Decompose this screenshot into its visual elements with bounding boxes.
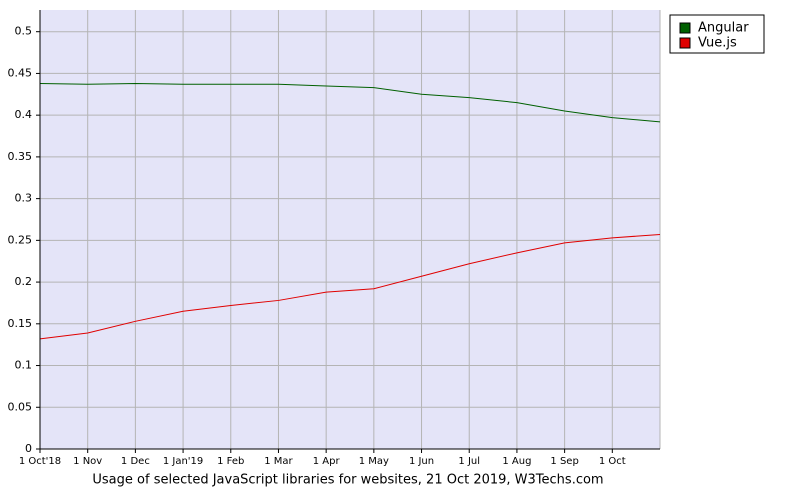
y-tick-label: 0.2 <box>15 275 33 288</box>
x-tick-label: 1 Mar <box>264 456 293 467</box>
y-tick-label: 0.15 <box>8 317 33 330</box>
legend-label: Angular <box>698 21 749 36</box>
x-tick-label: 1 Jul <box>458 456 480 467</box>
marks <box>39 82 661 340</box>
x-tick-label: 1 May <box>359 456 389 467</box>
x-tick-label: 1 Feb <box>217 456 244 467</box>
x-tick-label: 1 Apr <box>313 456 341 467</box>
y-tick-label: 0.5 <box>15 25 33 38</box>
y-tick-label: 0.05 <box>8 400 33 413</box>
x-tick-label: 1 Jun <box>409 456 434 467</box>
x-tick-label: 1 Sep <box>550 456 578 467</box>
y-tick-label: 0.3 <box>15 192 33 205</box>
legend-label: Vue.js <box>698 36 737 51</box>
x-tick-label: 1 Oct <box>599 456 626 467</box>
plot-area <box>40 10 660 449</box>
y-tick-label: 0 <box>25 442 32 455</box>
x-tick-label: 1 Jan'19 <box>163 456 203 467</box>
legend-swatch <box>679 37 691 49</box>
x-tick-label: 1 Oct'18 <box>19 456 61 467</box>
y-tick-label: 0.35 <box>8 150 33 163</box>
y-tick-label: 0.1 <box>15 359 33 372</box>
chart-caption: Usage of selected JavaScript libraries f… <box>92 473 603 488</box>
y-tick-label: 0.4 <box>15 108 33 121</box>
legend-swatch <box>679 22 691 34</box>
line-series <box>39 234 661 340</box>
line-series <box>39 82 661 123</box>
x-tick-label: 1 Nov <box>73 456 102 467</box>
y-tick-label: 0.45 <box>8 66 33 79</box>
y-tick-label: 0.25 <box>8 233 33 246</box>
x-tick-label: 1 Dec <box>121 456 150 467</box>
x-tick-label: 1 Aug <box>502 456 531 467</box>
